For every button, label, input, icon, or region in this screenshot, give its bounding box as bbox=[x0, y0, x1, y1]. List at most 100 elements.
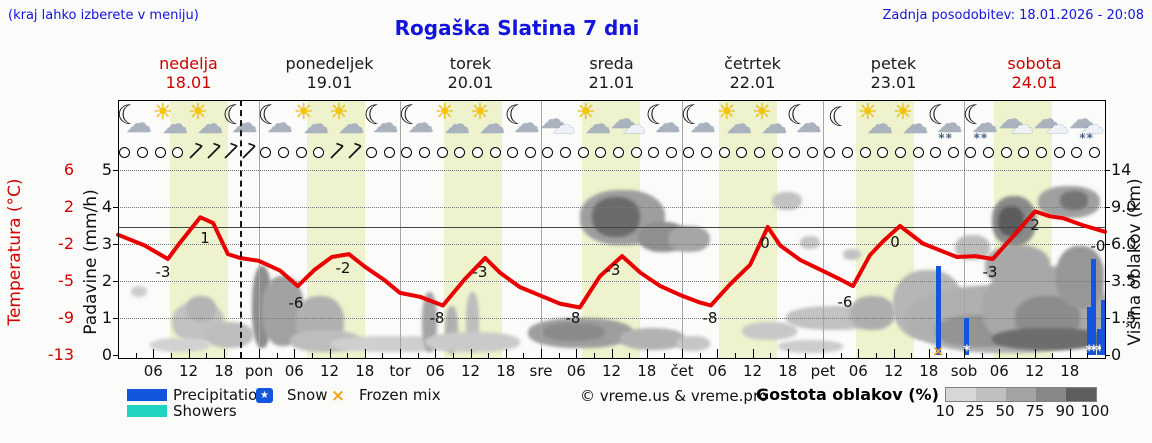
x-axis-hour-label: 12 bbox=[319, 362, 340, 380]
sun-icon: ☀ bbox=[752, 100, 772, 125]
temp-value-label: 1 bbox=[200, 229, 210, 247]
moon-icon: ☾ bbox=[822, 102, 860, 142]
wind-calm-icon bbox=[401, 147, 413, 158]
x-axis-tickmark bbox=[541, 349, 542, 358]
cloud-blob bbox=[425, 332, 520, 352]
moon-cloud-icon: ☾ ☁ bbox=[786, 102, 824, 142]
precip-bar bbox=[1097, 329, 1103, 355]
x-axis-hour-label: 18 bbox=[355, 362, 375, 380]
x-axis-tickmark bbox=[153, 349, 155, 358]
x-axis-tickmark bbox=[294, 349, 296, 358]
clouds-icon: ☁ ☁ bbox=[610, 102, 648, 142]
cloud-icon: ☁ bbox=[1045, 111, 1070, 139]
cloud-icon: ☁ bbox=[266, 109, 293, 139]
moon-icon: ☾ bbox=[962, 100, 987, 131]
showers-swatch bbox=[127, 405, 167, 417]
moon-icon: ☾ bbox=[786, 100, 811, 131]
last-update: Zadnja posodobitev: 18.01.2026 - 20:08 bbox=[882, 8, 1144, 23]
cloud-icon: ☁ bbox=[407, 109, 434, 139]
x-axis-tickmark bbox=[241, 353, 243, 358]
day-date: 24.01 bbox=[1011, 73, 1058, 92]
moon-cloud-snow-icon: ☾ ☁ ** bbox=[927, 102, 965, 144]
rain-gridline bbox=[118, 318, 1105, 319]
x-axis-tickmark bbox=[682, 349, 683, 358]
current-time-line bbox=[240, 100, 242, 358]
moon-icon: ☾ bbox=[116, 100, 141, 131]
x-axis-tickmark bbox=[576, 349, 578, 358]
x-axis-tickmark bbox=[999, 349, 1001, 358]
frozen-mix-marker: × bbox=[931, 342, 945, 360]
wind-calm-icon bbox=[947, 147, 959, 158]
sun-icon: ☀ bbox=[152, 100, 173, 125]
x-axis-tickmark bbox=[1052, 353, 1054, 358]
wind-calm-icon bbox=[824, 147, 836, 158]
x-axis-tickmark bbox=[946, 353, 948, 358]
frozen-mix-legend-label: Frozen mix bbox=[359, 386, 441, 404]
cloud-icon: ☁ bbox=[551, 111, 576, 139]
wind-calm-icon bbox=[630, 147, 642, 158]
wind-calm-icon bbox=[119, 147, 131, 158]
temp-value-label: 0 bbox=[890, 233, 900, 251]
rain-axis-tick: 2 bbox=[101, 271, 112, 290]
wind-calm-icon bbox=[1088, 147, 1100, 158]
cloud-icon: ☁ bbox=[443, 110, 470, 140]
wind-barb-icon bbox=[346, 142, 364, 160]
wind-calm-icon bbox=[1000, 147, 1012, 158]
wind-calm-icon bbox=[1035, 147, 1047, 158]
wind-calm-icon bbox=[577, 147, 589, 158]
credit-link[interactable]: © vreme.us & vreme.pro bbox=[580, 387, 768, 405]
wind-calm-icon bbox=[1018, 147, 1030, 158]
x-axis-tickmark bbox=[470, 349, 472, 358]
rain-gridline bbox=[118, 170, 1105, 171]
x-axis-tickmark bbox=[752, 349, 754, 358]
sun-icon: ☀ bbox=[434, 100, 455, 125]
x-axis-tickmark bbox=[170, 353, 172, 358]
wind-calm-icon bbox=[718, 147, 730, 158]
moon-cloud-icon: ☾ ☁ bbox=[681, 102, 719, 142]
x-axis-hour-label: 12 bbox=[742, 362, 763, 380]
day-name: torek bbox=[449, 54, 492, 73]
temp-value-label: -8 bbox=[565, 309, 581, 327]
cloud-blob bbox=[1060, 191, 1088, 210]
x-axis-tickmark bbox=[629, 353, 631, 358]
moon-cloud-icon: ☾ ☁ bbox=[363, 102, 401, 142]
temp-value-label: -8 bbox=[702, 309, 718, 327]
wind-calm-icon bbox=[295, 147, 307, 158]
wind-calm-icon bbox=[471, 147, 483, 158]
cloud-icon: ☁ bbox=[302, 110, 329, 140]
moon-cloud-icon: ☾ ☁ bbox=[504, 102, 542, 142]
wind-calm-icon bbox=[930, 147, 942, 158]
clouds-icon: ☁ ☁ bbox=[1033, 102, 1071, 142]
wind-calm-icon bbox=[648, 147, 660, 158]
cloud-density-scale-segment bbox=[1006, 388, 1036, 401]
sun-icon: ☀ bbox=[188, 100, 208, 125]
menu-hint: (kraj lahko izberete v meniju) bbox=[8, 8, 199, 23]
wind-calm-icon bbox=[1053, 147, 1065, 158]
x-axis-tickmark bbox=[611, 349, 613, 358]
cloud-density-scale-segment bbox=[976, 388, 1006, 401]
x-axis-tickmark bbox=[840, 353, 842, 358]
cloud-blob bbox=[992, 328, 1104, 350]
x-axis-hour-label: 18 bbox=[214, 362, 234, 380]
precipitation-legend-label: Precipitation bbox=[173, 386, 267, 404]
x-axis-tickmark bbox=[823, 349, 824, 358]
x-axis-tickmark bbox=[259, 349, 260, 358]
rain-axis-tick: 4 bbox=[101, 197, 112, 216]
cloud-axis-tickmark bbox=[1105, 281, 1110, 282]
wind-calm-icon bbox=[701, 147, 713, 158]
cloud-density-scale-segment bbox=[946, 388, 976, 401]
temp-value-label: -3 bbox=[472, 263, 488, 281]
x-axis-hour-label: 06 bbox=[566, 362, 586, 380]
x-axis-tickmark bbox=[1087, 353, 1089, 358]
day-date: 22.01 bbox=[729, 73, 776, 92]
temp-value-label: -3 bbox=[155, 263, 171, 281]
cloud-icon: ☁ bbox=[866, 110, 893, 140]
sun-cloud-icon: ☀ ☁ bbox=[892, 102, 930, 142]
wind-calm-icon bbox=[842, 147, 854, 158]
rain-axis-tick: 5 bbox=[101, 160, 112, 179]
cloud-blob bbox=[205, 322, 253, 348]
cloud-axis-tickmark bbox=[1105, 318, 1110, 319]
cloud-density-scale-tick: 75 bbox=[1025, 402, 1045, 420]
x-axis-hour-label: 06 bbox=[707, 362, 727, 380]
snowfall-icon: ** bbox=[1079, 131, 1094, 145]
